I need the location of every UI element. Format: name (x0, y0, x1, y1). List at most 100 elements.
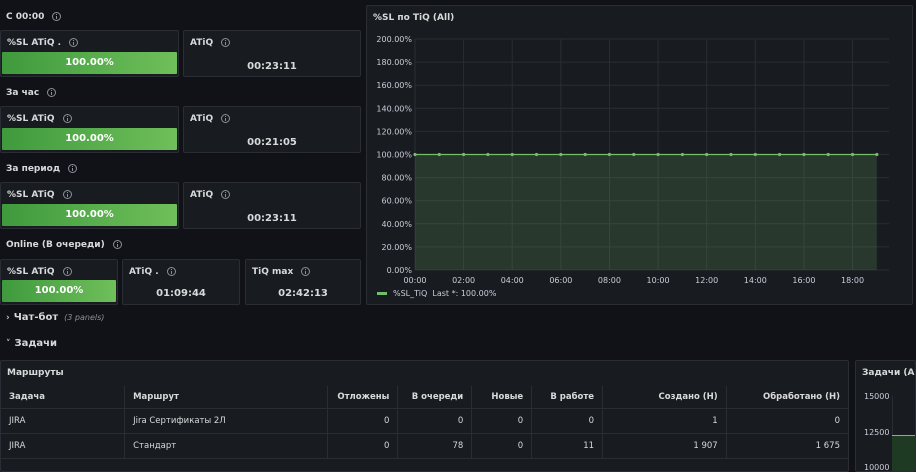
info-icon[interactable] (221, 190, 231, 199)
column-header[interactable]: Маршрут (124, 386, 328, 409)
y-tick-label: 15000 (864, 392, 890, 401)
column-header[interactable]: Новые (471, 386, 532, 409)
grid-line (892, 396, 893, 471)
tasks-chart-panel[interactable]: Задачи (All) 15000 12500 10000 (855, 360, 916, 472)
row-title-text: Задачи (14, 338, 58, 349)
info-icon[interactable] (52, 12, 62, 21)
table-cell: 0 (725, 408, 848, 434)
section-title-hour: За час (6, 88, 57, 98)
panel-title: %SL ATiQ . (7, 38, 79, 48)
line-chart[interactable]: 200.00% 180.00% 160.00% 140.00% 120.00% 100.0… (367, 6, 914, 306)
column-header[interactable]: Отложены (327, 386, 398, 409)
sl-tiq-chart-panel[interactable]: %SL по TiQ (All) 200.00% 180.00% 160.00% 14… (366, 5, 913, 305)
table-cell: JIRA (1, 408, 125, 434)
section-title-text: С 00:00 (6, 12, 45, 22)
legend-label: %SL_TiQ (393, 289, 428, 298)
data-point (875, 152, 879, 157)
routes-panel[interactable]: Маршруты Задача Маршрут Отложены В очере… (0, 360, 849, 472)
info-icon[interactable] (62, 114, 72, 123)
y-tick-label: 10000 (864, 463, 890, 472)
row-panel-count: (3 panels) (64, 313, 105, 322)
panel-title-text: %SL ATiQ (7, 114, 55, 124)
data-point (826, 152, 830, 157)
table-row[interactable]: JIRA Стандарт 0 78 0 11 1 907 1 675 (1, 433, 848, 459)
stat-value: 00:23:11 (247, 61, 297, 72)
info-icon[interactable] (69, 38, 79, 47)
column-header[interactable]: В работе (531, 386, 603, 409)
data-point (583, 152, 587, 157)
column-header[interactable]: Создано (Н) (602, 386, 727, 409)
legend-swatch (377, 292, 387, 295)
y-tick-label: 40.00% (381, 220, 412, 229)
column-header[interactable]: В очереди (397, 386, 472, 409)
x-tick-label: 18:00 (841, 276, 864, 285)
data-point (486, 152, 490, 157)
sl-atiq-panel[interactable]: %SL ATiQ 100.00% (0, 259, 118, 305)
data-point (753, 152, 757, 157)
info-icon[interactable] (166, 267, 176, 276)
atiq-panel[interactable]: ATiQ 00:23:11 (183, 30, 361, 77)
column-header[interactable]: Обработано (Н) (725, 386, 848, 409)
y-tick-label: 140.00% (376, 104, 412, 113)
data-point (802, 152, 806, 157)
y-tick-label: 60.00% (381, 197, 412, 206)
row-tasks[interactable]: ˅ Задачи (6, 338, 57, 349)
panel-title-text: ATiQ (190, 190, 214, 200)
atiq-panel[interactable]: ATiQ . 01:09:44 (122, 259, 240, 305)
atiq-panel[interactable]: ATiQ 00:23:11 (183, 182, 361, 229)
table-cell: 1 675 (725, 433, 848, 459)
x-tick-label: 00:00 (403, 276, 426, 285)
x-tick-label: 12:00 (695, 276, 718, 285)
panel-title-text: %SL ATiQ . (7, 38, 62, 48)
info-icon[interactable] (47, 88, 57, 97)
data-point (850, 152, 855, 157)
info-icon[interactable] (68, 164, 78, 173)
table-row[interactable]: JIRA Jira Сертификаты 2Л 0 0 0 0 1 0 (1, 408, 848, 434)
chart-title: %SL по TiQ (All) (373, 13, 455, 23)
data-point (510, 152, 514, 157)
section-title-text: За час (6, 88, 40, 98)
table-cell: 78 (397, 433, 472, 459)
sl-atiq-panel[interactable]: %SL ATiQ . 100.00% (0, 30, 179, 77)
y-tick-label: 120.00% (376, 127, 412, 136)
info-icon[interactable] (112, 240, 122, 249)
panel-title: ATiQ (190, 38, 231, 48)
sl-atiq-panel[interactable]: %SL ATiQ 100.00% (0, 182, 179, 229)
table-cell: 11 (531, 433, 603, 459)
chevron-down-icon: ˅ (6, 339, 11, 349)
panel-title: ATiQ . (129, 267, 176, 277)
table-cell: Jira Сертификаты 2Л (124, 408, 328, 434)
chart-legend[interactable]: %SL_TiQ Last *: 100.00% (377, 289, 496, 298)
row-chatbot[interactable]: › Чат-бот (3 panels) (6, 312, 104, 323)
sl-atiq-panel[interactable]: %SL ATiQ 100.00% (0, 106, 179, 153)
tiq-max-panel[interactable]: TiQ max 02:42:13 (245, 259, 361, 305)
panel-title-text: TiQ max (252, 267, 294, 277)
x-tick-label: 04:00 (501, 276, 524, 285)
table-cell: JIRA (1, 433, 125, 459)
y-tick-label: 100.00% (376, 151, 412, 160)
data-point (534, 152, 539, 157)
section-title-online: Online (В очереди) (6, 240, 122, 250)
panel-title-text: %SL ATiQ (7, 190, 55, 200)
section-title-text: За период (6, 164, 61, 174)
y-tick-label: 200.00% (376, 35, 412, 44)
panel-title-text: ATiQ (190, 38, 214, 48)
panel-title: %SL ATiQ (7, 114, 72, 124)
data-point (559, 152, 563, 157)
y-tick-label: 20.00% (381, 243, 412, 252)
chevron-right-icon: › (6, 313, 10, 323)
atiq-panel[interactable]: ATiQ 00:21:05 (183, 106, 361, 153)
column-header[interactable]: Задача (1, 386, 125, 409)
info-icon[interactable] (62, 267, 72, 276)
info-icon[interactable] (221, 114, 231, 123)
x-tick-label: 16:00 (792, 276, 815, 285)
stat-value: 100.00% (65, 57, 114, 68)
info-icon[interactable] (301, 267, 311, 276)
progress-bar: 100.00% (2, 52, 177, 74)
info-icon[interactable] (62, 190, 72, 199)
info-icon[interactable] (221, 38, 231, 47)
area-series (892, 435, 915, 471)
table-cell: 0 (471, 408, 532, 434)
section-title-since-midnight: С 00:00 (6, 12, 62, 22)
legend-last-value: Last *: 100.00% (432, 289, 497, 298)
